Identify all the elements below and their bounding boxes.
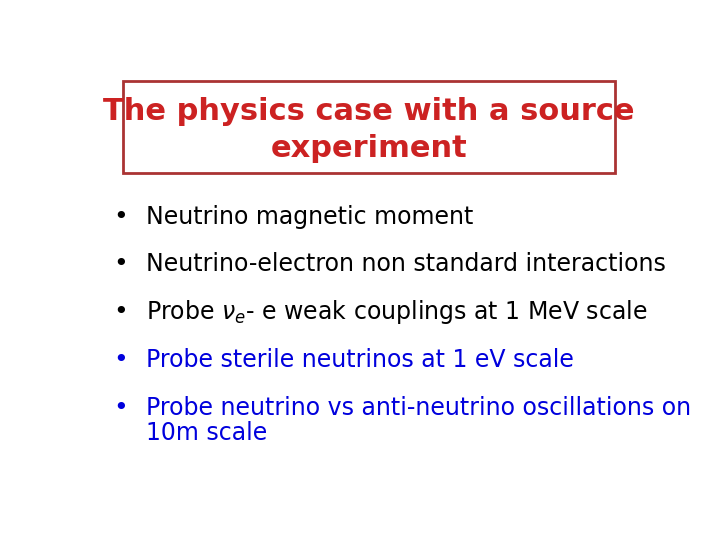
Text: •: • [113,348,128,372]
Text: Probe sterile neutrinos at 1 eV scale: Probe sterile neutrinos at 1 eV scale [145,348,574,372]
Text: •: • [113,396,128,420]
Text: Probe $\nu_e$- e weak couplings at 1 MeV scale: Probe $\nu_e$- e weak couplings at 1 MeV… [145,298,647,326]
FancyBboxPatch shape [124,82,615,173]
Text: •: • [113,205,128,228]
Text: Probe neutrino vs anti-neutrino oscillations on: Probe neutrino vs anti-neutrino oscillat… [145,396,691,420]
Text: 10m scale: 10m scale [145,421,267,445]
Text: •: • [113,252,128,276]
Text: The physics case with a source: The physics case with a source [103,97,635,126]
Text: Neutrino-electron non standard interactions: Neutrino-electron non standard interacti… [145,252,666,276]
Text: experiment: experiment [271,134,467,163]
Text: Neutrino magnetic moment: Neutrino magnetic moment [145,205,473,228]
Text: •: • [113,300,128,324]
